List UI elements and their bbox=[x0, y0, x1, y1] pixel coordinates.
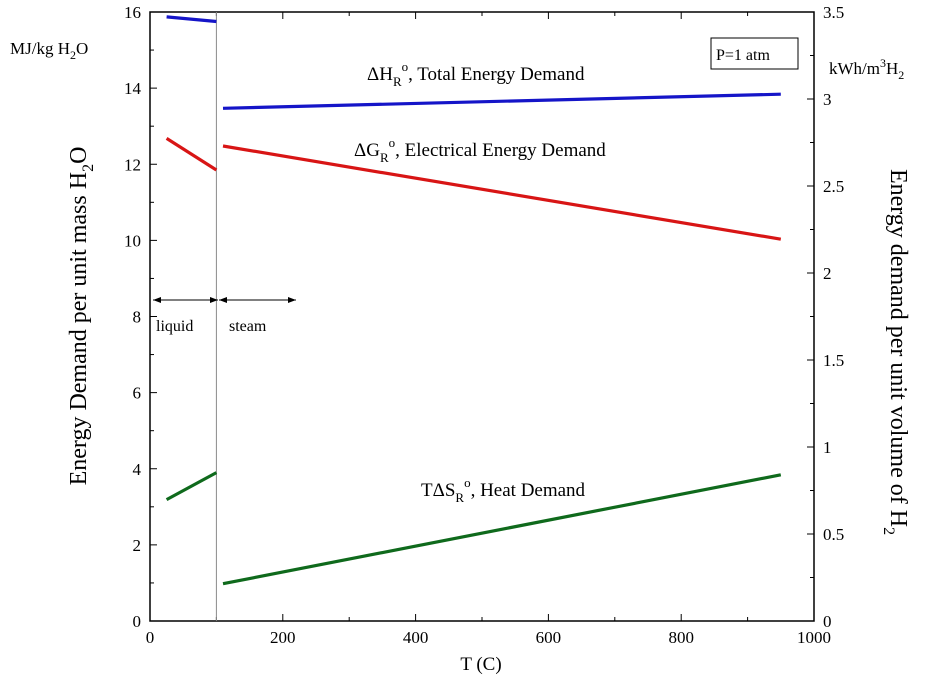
x-axis-title: T (C) bbox=[460, 654, 501, 675]
heat-label-main: TΔS bbox=[421, 480, 455, 501]
left-axis-title: Energy Demand per unit mass H2O bbox=[66, 147, 97, 486]
total-series-steam-line bbox=[222, 92, 781, 110]
right-unit-sub: 2 bbox=[898, 68, 904, 82]
left-axis-ticks: 0 2 4 6 8 10 12 14 16 bbox=[124, 3, 157, 631]
right-unit-mid: H bbox=[886, 59, 898, 78]
heat-label-sup: o bbox=[464, 475, 471, 490]
x-tick-label: 200 bbox=[270, 628, 296, 647]
left-tick-label: 12 bbox=[124, 155, 141, 174]
x-tick-label: 1000 bbox=[797, 628, 831, 647]
left-unit-label: MJ/kg H2O bbox=[10, 39, 88, 62]
left-title-sub: 2 bbox=[80, 164, 97, 172]
right-tick-label: 2 bbox=[823, 264, 832, 283]
left-title-main: Energy Demand per unit mass H bbox=[66, 172, 92, 486]
electrical-energy-label: ΔGRo, Electrical Energy Demand bbox=[354, 135, 606, 165]
right-unit-label: kWh/m3H2 bbox=[829, 56, 904, 82]
liquid-label: liquid bbox=[156, 318, 193, 335]
left-tick-label: 10 bbox=[124, 231, 141, 250]
right-unit-main: kWh/m bbox=[829, 59, 880, 78]
left-unit-main: MJ/kg H bbox=[10, 39, 70, 58]
total-energy-label: ΔHRo, Total Energy Demand bbox=[367, 59, 585, 89]
x-tick-label: 600 bbox=[536, 628, 562, 647]
heat-label-text: , Heat Demand bbox=[471, 480, 586, 501]
phase-arrows bbox=[153, 297, 296, 303]
electrical-label-text: , Electrical Energy Demand bbox=[395, 140, 606, 161]
right-tick-label: 0.5 bbox=[823, 525, 844, 544]
heat-series-liquid-line bbox=[165, 471, 218, 502]
left-tick-label: 0 bbox=[133, 612, 142, 631]
steam-arrow-head-right bbox=[288, 297, 296, 303]
electrical-label-sup: o bbox=[389, 135, 396, 150]
right-unit-sup: 3 bbox=[880, 56, 886, 70]
series-layer bbox=[165, 15, 782, 586]
left-tick-label: 8 bbox=[133, 308, 142, 327]
heat-series-steam-line bbox=[222, 473, 782, 586]
right-tick-label: 2.5 bbox=[823, 177, 844, 196]
steam-arrow-head-left bbox=[219, 297, 227, 303]
heat-demand-label: TΔSRo, Heat Demand bbox=[421, 475, 586, 505]
left-tick-label: 2 bbox=[133, 536, 142, 555]
electrical-label-sub: R bbox=[380, 150, 389, 165]
total-label-sub: R bbox=[393, 74, 402, 89]
x-tick-label: 800 bbox=[668, 628, 694, 647]
electrical-series-liquid-line bbox=[165, 137, 218, 172]
electrical-series-steam-line bbox=[222, 144, 782, 241]
pressure-box bbox=[710, 37, 799, 70]
pressure-label: P=1 atm bbox=[716, 47, 770, 64]
right-tick-label: 1.5 bbox=[823, 351, 844, 370]
left-tick-label: 14 bbox=[124, 79, 142, 98]
total-label-main: ΔH bbox=[367, 64, 393, 85]
heat-label-sub: R bbox=[455, 490, 464, 505]
right-tick-label: 0 bbox=[823, 612, 832, 631]
steam-label: steam bbox=[229, 318, 267, 335]
right-title-main: Energy demand per unit volume of H bbox=[885, 169, 911, 527]
right-tick-label: 3.5 bbox=[823, 3, 844, 22]
total-label-sup: o bbox=[402, 59, 409, 74]
x-axis-ticks: 0 200 400 600 800 1000 bbox=[146, 12, 831, 647]
x-tick-label: 0 bbox=[146, 628, 155, 647]
left-unit-end: O bbox=[76, 39, 88, 58]
right-axis-title: Energy demand per unit volume of H2 bbox=[880, 169, 911, 535]
left-tick-label: 4 bbox=[133, 460, 142, 479]
left-title-end: O bbox=[66, 147, 92, 164]
left-unit-sub: 2 bbox=[70, 48, 76, 62]
electrical-label-main: ΔG bbox=[354, 140, 380, 161]
total-series-liquid-line bbox=[166, 15, 217, 24]
liquid-arrow-head-left bbox=[153, 297, 161, 303]
right-title-sub: 2 bbox=[880, 527, 897, 535]
total-label-text: , Total Energy Demand bbox=[408, 64, 585, 85]
liquid-arrow-head-right bbox=[210, 297, 218, 303]
right-axis-ticks: 0 0.5 1 1.5 2 2.5 3 3.5 bbox=[807, 3, 844, 631]
right-tick-label: 1 bbox=[823, 438, 832, 457]
x-tick-label: 400 bbox=[403, 628, 429, 647]
right-tick-label: 3 bbox=[823, 90, 832, 109]
left-tick-label: 16 bbox=[124, 3, 141, 22]
left-tick-label: 6 bbox=[133, 384, 142, 403]
